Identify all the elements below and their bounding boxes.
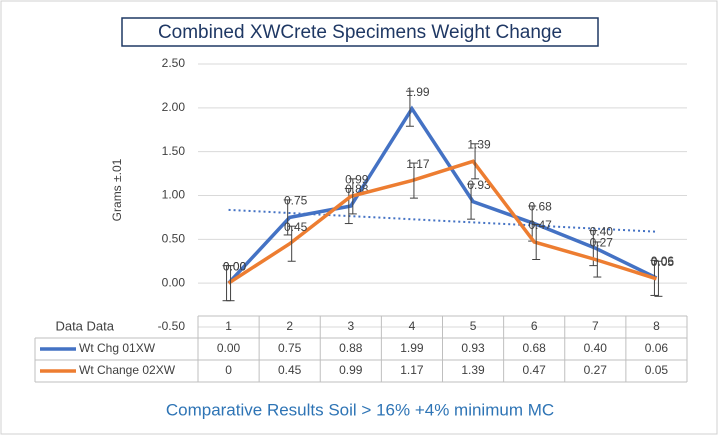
error-bar (348, 178, 357, 215)
x-tick-label: 4 (409, 319, 416, 333)
table-value: 0.99 (339, 363, 363, 377)
title-box (121, 17, 599, 47)
x-tick-label: 8 (653, 319, 660, 333)
x-tick-label: 6 (531, 319, 538, 333)
table-value: 0.06 (645, 341, 669, 355)
data-label: 0.75 (284, 194, 308, 208)
legend-label: Wt Chg 01XW (79, 341, 156, 355)
error-bar (593, 241, 602, 278)
x-tick-label: 3 (347, 319, 354, 333)
legend-label: Wt Change 02XW (79, 363, 176, 377)
table-value: 0.40 (584, 341, 608, 355)
y-tick-label: -0.50 (158, 319, 186, 333)
y-tick-label: 1.50 (162, 144, 186, 158)
table-value: 0.68 (523, 341, 547, 355)
table-value: 1.99 (400, 341, 424, 355)
series-line (227, 105, 658, 285)
error-bar (471, 143, 480, 180)
caption: Comparative Results Soil > 16% +4% minim… (166, 400, 554, 419)
data-label: 1.17 (406, 157, 430, 171)
data-label: 0.93 (467, 178, 491, 192)
error-bar (405, 90, 414, 127)
data-label: 0.68 (529, 200, 553, 214)
table-value: 0.47 (523, 363, 547, 377)
table-value: 0.93 (461, 341, 485, 355)
table-value: 1.17 (400, 363, 424, 377)
table-value: 0.45 (278, 363, 302, 377)
data-label: 0.00 (223, 259, 247, 273)
data-label: 0.27 (590, 236, 614, 250)
data-label: 0.06 (651, 254, 675, 268)
data-label: 0.00 (223, 259, 247, 273)
x-tick-label: 7 (592, 319, 599, 333)
data-label: 0.05 (651, 255, 675, 269)
error-bar (532, 223, 541, 260)
error-bar (344, 187, 353, 225)
data-label: 0.40 (590, 224, 614, 238)
error-bar (654, 260, 663, 297)
table-value: 0.75 (278, 341, 302, 355)
error-bar (467, 183, 476, 220)
error-bar (283, 199, 292, 236)
trendline (228, 208, 657, 233)
table-value: 0.00 (217, 341, 241, 355)
y-tick-label: 2.50 (162, 56, 186, 70)
y-tick-label: 0.50 (162, 232, 186, 246)
data-label: 0.45 (284, 220, 308, 234)
x-tick-label: 2 (286, 319, 293, 333)
error-bar (409, 162, 418, 199)
table-value: 1.39 (461, 363, 485, 377)
y-tick-label: 1.00 (162, 188, 186, 202)
y-tick-label: 0.00 (162, 275, 186, 289)
data-label: 1.39 (467, 137, 491, 151)
table-value: 0 (225, 363, 232, 377)
y-tick-label: 2.00 (162, 100, 186, 114)
error-bar (226, 265, 235, 302)
table-header: Data Data (55, 318, 114, 333)
x-tick-label: 5 (470, 319, 477, 333)
table-value: 0.05 (645, 363, 669, 377)
chart-title: Combined XWCrete Specimens Weight Change (158, 22, 562, 43)
table-value: 0.27 (584, 363, 608, 377)
data-label: 1.99 (406, 85, 430, 99)
y-axis-label: Grams ±.01 (110, 158, 124, 221)
data-label: 0.47 (529, 218, 553, 232)
series-line (227, 159, 657, 285)
x-tick-label: 1 (225, 319, 232, 333)
data-label: 0.99 (345, 173, 369, 187)
error-bar (287, 225, 296, 262)
table-value: 0.88 (339, 341, 363, 355)
